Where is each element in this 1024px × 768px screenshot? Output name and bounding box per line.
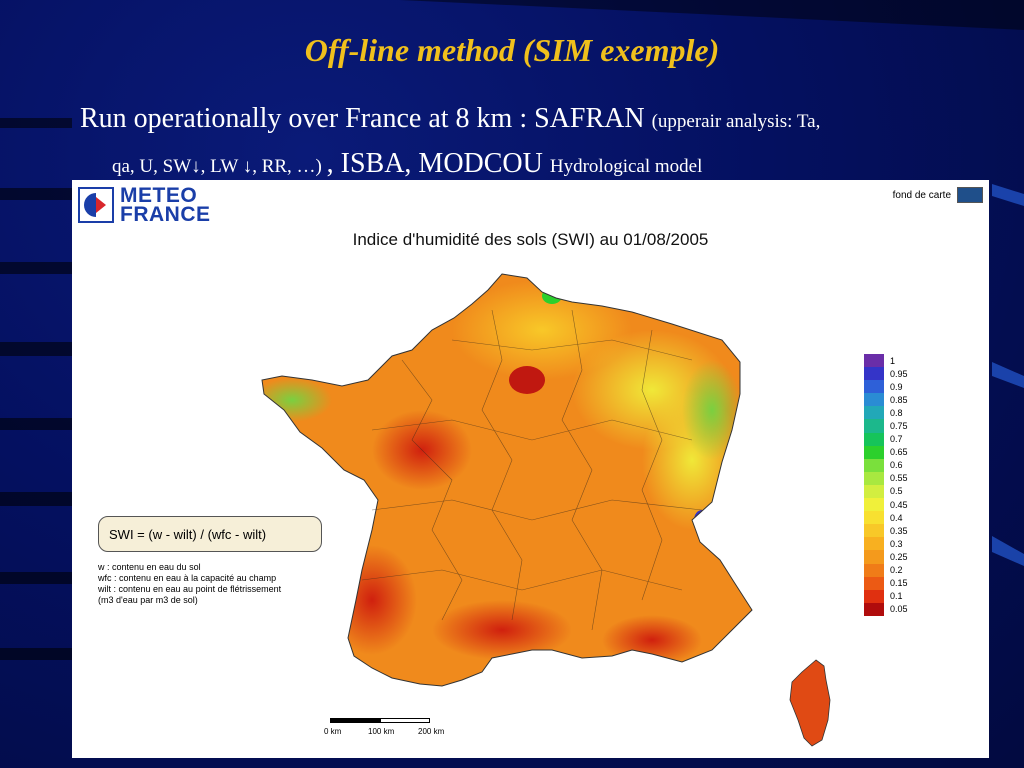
legend-swatch [864, 406, 884, 420]
legend-row: 0.4 [864, 511, 908, 525]
definition-line: wfc : contenu en eau à la capacité au ch… [98, 573, 277, 583]
legend-swatch [864, 484, 884, 499]
legend-label: 0.45 [890, 499, 908, 510]
legend-row: 0.25 [864, 550, 908, 564]
legend-label: 0.75 [890, 421, 908, 432]
logo-text-meteo: METEO [120, 184, 198, 207]
legend-row: 0.45 [864, 498, 908, 512]
body-line2-small-b: Hydrological model [549, 156, 703, 177]
legend-row: 0.05 [864, 602, 908, 616]
legend-label: 0.4 [890, 512, 903, 523]
legend-swatch [864, 537, 884, 551]
legend-row: 0.85 [864, 393, 908, 407]
body-line1-main: Run operationally over France at 8 km : … [80, 103, 652, 134]
body-line1-small: (upperair analysis: Ta, [651, 111, 821, 132]
legend-row: 0.1 [864, 589, 908, 603]
swi-definitions: w : contenu en eau du sol wfc : contenu … [98, 562, 281, 606]
fond-de-carte-label: fond de carte [892, 190, 951, 201]
corsica [789, 659, 831, 747]
definition-line: w : contenu en eau du sol [98, 562, 201, 572]
legend-swatch [864, 550, 884, 564]
scale-label-0: 0 km [324, 727, 342, 736]
map-title: Indice d'humidité des sols (SWI) au 01/0… [352, 230, 709, 249]
meteo-france-logo: METEO FRANCE [78, 184, 211, 226]
legend-swatch [864, 432, 884, 446]
legend-row: 0.15 [864, 576, 908, 590]
legend-row: 0.55 [864, 471, 908, 485]
swi-color-legend: 1 0.95 0.9 0.85 0.8 0.75 0.7 0.65 0.6 0.55 0.5 0.45… [864, 354, 908, 616]
legend-label: 0.35 [890, 525, 908, 536]
scale-segment-2 [380, 718, 430, 723]
legend-swatch [864, 589, 884, 603]
legend-row: 0.95 [864, 367, 908, 381]
legend-row: 0.35 [864, 524, 908, 538]
france-outline [261, 273, 753, 687]
legend-row: 1 [864, 354, 908, 368]
slide-title: Off-line method (SIM exemple) [304, 32, 720, 68]
body-line2-main: , ISBA, MODCOU [326, 148, 550, 179]
legend-label: 0.85 [890, 394, 908, 405]
france-map [261, 273, 831, 747]
legend-swatch [864, 354, 884, 368]
definition-line: (m3 d'eau par m3 de sol) [98, 595, 198, 605]
legend-swatch [864, 524, 884, 538]
legend-swatch [864, 458, 884, 472]
legend-swatch [864, 393, 884, 407]
legend-row: 0.65 [864, 445, 908, 459]
legend-row: 0.2 [864, 563, 908, 577]
legend-label: 0.95 [890, 368, 908, 379]
legend-swatch [864, 380, 884, 394]
scale-label-100: 100 km [368, 727, 395, 736]
legend-label: 0.65 [890, 447, 908, 458]
legend-label: 0.7 [890, 434, 903, 445]
logo-text-france: FRANCE [120, 203, 211, 226]
legend-row: 0.75 [864, 419, 908, 433]
legend-swatch [864, 576, 884, 590]
legend-label: 0.55 [890, 473, 908, 484]
legend-label: 0.05 [890, 604, 908, 615]
definition-line: wilt : contenu en eau au point de flétri… [98, 584, 282, 594]
legend-swatch [864, 602, 884, 616]
legend-label: 0.25 [890, 551, 908, 562]
legend-swatch [864, 563, 884, 577]
legend-swatch [864, 471, 884, 485]
legend-row: 0.9 [864, 380, 908, 394]
legend-label: 1 [890, 355, 896, 366]
legend-row: 0.8 [864, 406, 908, 420]
legend-label: 0.6 [890, 460, 903, 471]
legend-row: 0.5 [864, 484, 908, 499]
legend-swatch [864, 419, 884, 433]
legend-label: 0.2 [890, 565, 903, 576]
department-borders [361, 309, 703, 631]
legend-swatch [864, 367, 884, 381]
legend-row: 0.7 [864, 432, 908, 446]
legend-label: 0.9 [890, 381, 903, 392]
body-line2-small-a: qa, U, SW↓, LW ↓, RR, …) [112, 156, 327, 177]
legend-label: 0.3 [890, 538, 903, 549]
legend-label: 0.5 [890, 486, 903, 497]
scale-segment-1 [330, 718, 380, 723]
legend-label: 0.15 [890, 578, 908, 589]
legend-label: 0.8 [890, 407, 903, 418]
meteo-france-emblem-icon [78, 187, 114, 223]
legend-row: 0.6 [864, 458, 908, 472]
swi-map-panel: METEO FRANCE fond de carte Indice d'humi… [72, 180, 989, 758]
swi-formula-box: SWI = (w - wilt) / (wfc - wilt) [98, 516, 322, 552]
legend-row: 0.3 [864, 537, 908, 551]
legend-swatch [864, 498, 884, 512]
legend-swatch [864, 511, 884, 525]
slide-body-text: Run operationally over France at 8 km : … [80, 98, 1015, 188]
fond-de-carte-icon[interactable] [957, 187, 983, 203]
legend-label: 0.1 [890, 591, 903, 602]
legend-swatch [864, 445, 884, 459]
scale-label-200: 200 km [418, 727, 445, 736]
